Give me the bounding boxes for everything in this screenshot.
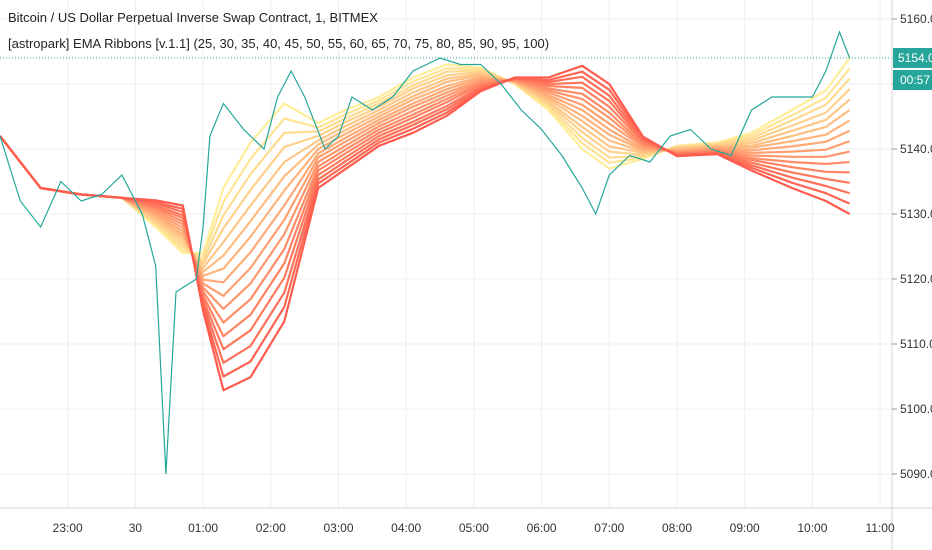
countdown-label: 00:57 bbox=[900, 73, 930, 87]
countdown-badge: 00:57 bbox=[893, 70, 932, 90]
price-line bbox=[0, 30, 851, 475]
x-axis[interactable]: 23:00 30 01:00 02:00 03:00 04:00 05:00 06:00 07:… bbox=[53, 521, 895, 535]
y-tick-label: 5090.0 bbox=[900, 467, 932, 481]
price-series bbox=[0, 30, 851, 475]
x-tick-label: 05:00 bbox=[459, 521, 489, 535]
last-price-badge: 5154.0 bbox=[893, 48, 932, 68]
ema-line-50 bbox=[0, 73, 851, 273]
ema-line-100 bbox=[0, 64, 851, 392]
y-tick-label: 5110.0 bbox=[900, 337, 932, 351]
x-tick-label: 10:00 bbox=[797, 521, 827, 535]
x-tick-label: 11:00 bbox=[866, 521, 895, 535]
x-tick-label: 09:00 bbox=[730, 521, 760, 535]
x-tick-label: 03:00 bbox=[323, 521, 353, 535]
y-tick-label: 5130.0 bbox=[900, 207, 932, 221]
x-tick-label: 01:00 bbox=[188, 521, 218, 535]
indicator-label[interactable]: [astropark] EMA Ribbons [v.1.1] (25, 30,… bbox=[8, 36, 549, 51]
x-tick-label: 06:00 bbox=[527, 521, 557, 535]
x-tick-label: 04:00 bbox=[391, 521, 421, 535]
chart-title: Bitcoin / US Dollar Perpetual Inverse Sw… bbox=[8, 10, 378, 25]
ema-ribbons bbox=[0, 57, 851, 392]
x-tick-label: 08:00 bbox=[662, 521, 692, 535]
x-tick-label: 30 bbox=[129, 521, 143, 535]
y-tick-label: 5140.0 bbox=[900, 142, 932, 156]
y-tick-label: 5100.0 bbox=[900, 402, 932, 416]
x-tick-label: 07:00 bbox=[594, 521, 624, 535]
last-price-label: 5154.0 bbox=[898, 51, 932, 65]
x-tick-label: 23:00 bbox=[53, 521, 83, 535]
y-tick-label: 5160.0 bbox=[900, 12, 932, 26]
plot-background bbox=[0, 0, 892, 508]
x-tick-label: 02:00 bbox=[256, 521, 286, 535]
y-tick-label: 5120.0 bbox=[900, 272, 932, 286]
